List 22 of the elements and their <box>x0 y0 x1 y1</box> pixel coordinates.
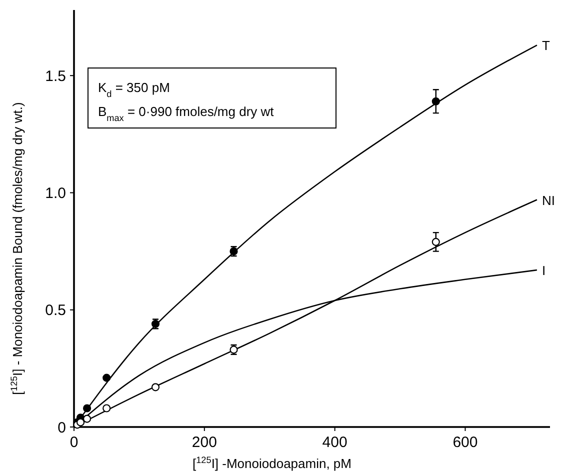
series-label: I <box>542 263 546 278</box>
y-tick-label: 0 <box>58 419 66 436</box>
y-tick-label: 0.5 <box>45 302 66 320</box>
x-axis-title: [$^{125}$I] -Monoiodoapamin, pM <box>192 455 352 471</box>
y-tick-label: 1.0 <box>45 184 66 202</box>
point <box>102 404 111 412</box>
x-tick-label: 400 <box>322 434 348 451</box>
annotation: K$_{d}$ = 350 pM <box>98 80 170 99</box>
point <box>76 418 85 426</box>
point <box>102 374 111 382</box>
series-label: NI <box>542 192 555 208</box>
x-tick-label: 200 <box>192 434 217 451</box>
y-tick-label: 1.5 <box>45 68 66 85</box>
point <box>432 238 440 246</box>
point <box>82 414 92 423</box>
point <box>432 97 440 106</box>
point <box>151 383 160 392</box>
point <box>82 404 92 412</box>
series-label: T <box>542 38 550 54</box>
x-tick-label: 0 <box>70 434 78 451</box>
x-tick-label: 600 <box>452 434 478 451</box>
annotation: B$_{max}$ = 0·990 fmoles/mg dry wt <box>98 104 274 123</box>
